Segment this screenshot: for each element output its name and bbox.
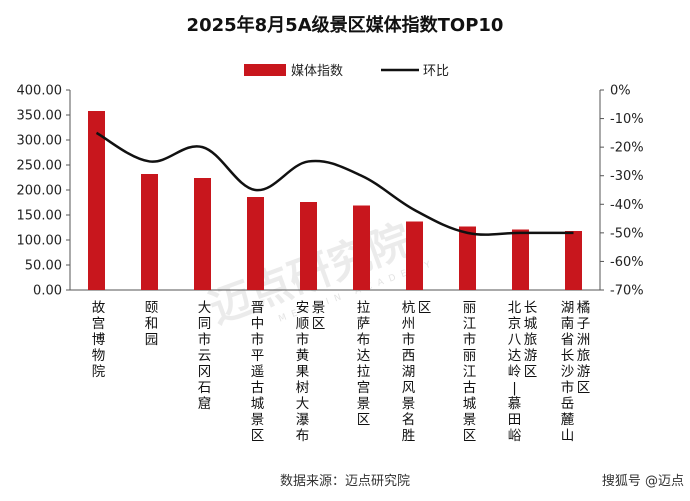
bar xyxy=(88,111,105,290)
x-category-text: 颐和园 xyxy=(145,300,159,348)
bars xyxy=(88,111,582,290)
y-left-tick-label: 100.00 xyxy=(17,234,63,249)
x-category-text: 晋中市平遥古城景区 xyxy=(251,300,265,444)
bar xyxy=(406,221,423,290)
x-category-text: 大同市云冈石窟 xyxy=(198,300,212,412)
y-left-tick-label: 400.00 xyxy=(17,84,63,99)
bar xyxy=(247,197,264,290)
x-category-label: 安顺市黄果树大瀑布景区 xyxy=(296,300,326,444)
y-left-tick-label: 350.00 xyxy=(17,109,63,124)
x-category-label: 杭州市西湖风景名胜区 xyxy=(402,300,432,444)
bar xyxy=(353,205,370,290)
legend: 媒体指数 环比 xyxy=(244,64,449,79)
y-left-tick-label: 200.00 xyxy=(17,184,63,199)
y-left-tick-label: 300.00 xyxy=(17,134,63,149)
y-right-tick-label: -30% xyxy=(610,169,644,184)
bar xyxy=(194,178,211,290)
y-left-tick-label: 250.00 xyxy=(17,159,63,174)
series-line xyxy=(95,131,574,236)
chart-title: 2025年8月5A级景区媒体指数TOP10 xyxy=(187,14,504,36)
y-left-tick-label: 0.00 xyxy=(33,284,62,299)
bar xyxy=(300,202,317,290)
legend-line-label: 环比 xyxy=(423,64,449,79)
legend-bar-swatch xyxy=(244,64,286,76)
bar xyxy=(512,229,529,290)
x-category-label: 大同市云冈石窟 xyxy=(198,300,212,412)
y-right-tick-label: -10% xyxy=(610,112,644,127)
x-category-label: 颐和园 xyxy=(145,300,159,348)
y-right-tick-label: -70% xyxy=(610,284,644,299)
x-category-label: 湖南省长沙市岳麓山橘子洲旅游区 xyxy=(561,300,591,444)
source-note: 数据来源：迈点研究院 xyxy=(280,474,410,489)
y-left-tick-label: 150.00 xyxy=(17,209,63,224)
bar xyxy=(565,231,582,290)
bar xyxy=(141,174,158,290)
footer-brand: 搜狐号 @迈点 xyxy=(602,474,684,489)
y-right-tick-label: -20% xyxy=(610,141,644,156)
y-right-tick-label: -50% xyxy=(610,226,644,241)
x-category-text: 拉萨布达拉宫景区 xyxy=(357,300,371,428)
x-category-label: 拉萨布达拉宫景区 xyxy=(357,300,371,428)
x-axis-labels: 故宫博物院 颐和园 大同市云冈石窟 晋中市平遥古城景区 安顺市黄果树大瀑布景区 拉萨布达拉… xyxy=(92,300,591,444)
y-right-tick-label: -60% xyxy=(610,255,644,270)
x-category-label: 北京八达岭|慕田峪长城旅游区 xyxy=(508,300,538,444)
axes: 0.00 50.00 100.00 150.00 200.00 250.00 300.00 3… xyxy=(17,84,644,299)
x-category-text: 安顺市黄果树大瀑布景区 xyxy=(296,300,326,444)
y-right-tick-label: -40% xyxy=(610,198,644,213)
x-category-text: 故宫博物院 xyxy=(92,300,106,380)
x-category-text: 湖南省长沙市岳麓山橘子洲旅游区 xyxy=(561,300,591,444)
y-left-tick-label: 50.00 xyxy=(25,259,62,274)
line-layer xyxy=(95,131,574,236)
bar xyxy=(459,226,476,290)
x-category-label: 故宫博物院 xyxy=(92,300,106,380)
x-category-text: 丽江市丽江古城景区 xyxy=(463,300,477,444)
y-right-tick-label: 0% xyxy=(610,84,631,99)
x-category-label: 晋中市平遥古城景区 xyxy=(251,300,265,444)
x-category-label: 丽江市丽江古城景区 xyxy=(463,300,477,444)
x-category-text: 杭州市西湖风景名胜区 xyxy=(402,300,432,444)
legend-bar-label: 媒体指数 xyxy=(291,64,343,79)
x-category-text: 北京八达岭|慕田峪长城旅游区 xyxy=(508,300,538,444)
